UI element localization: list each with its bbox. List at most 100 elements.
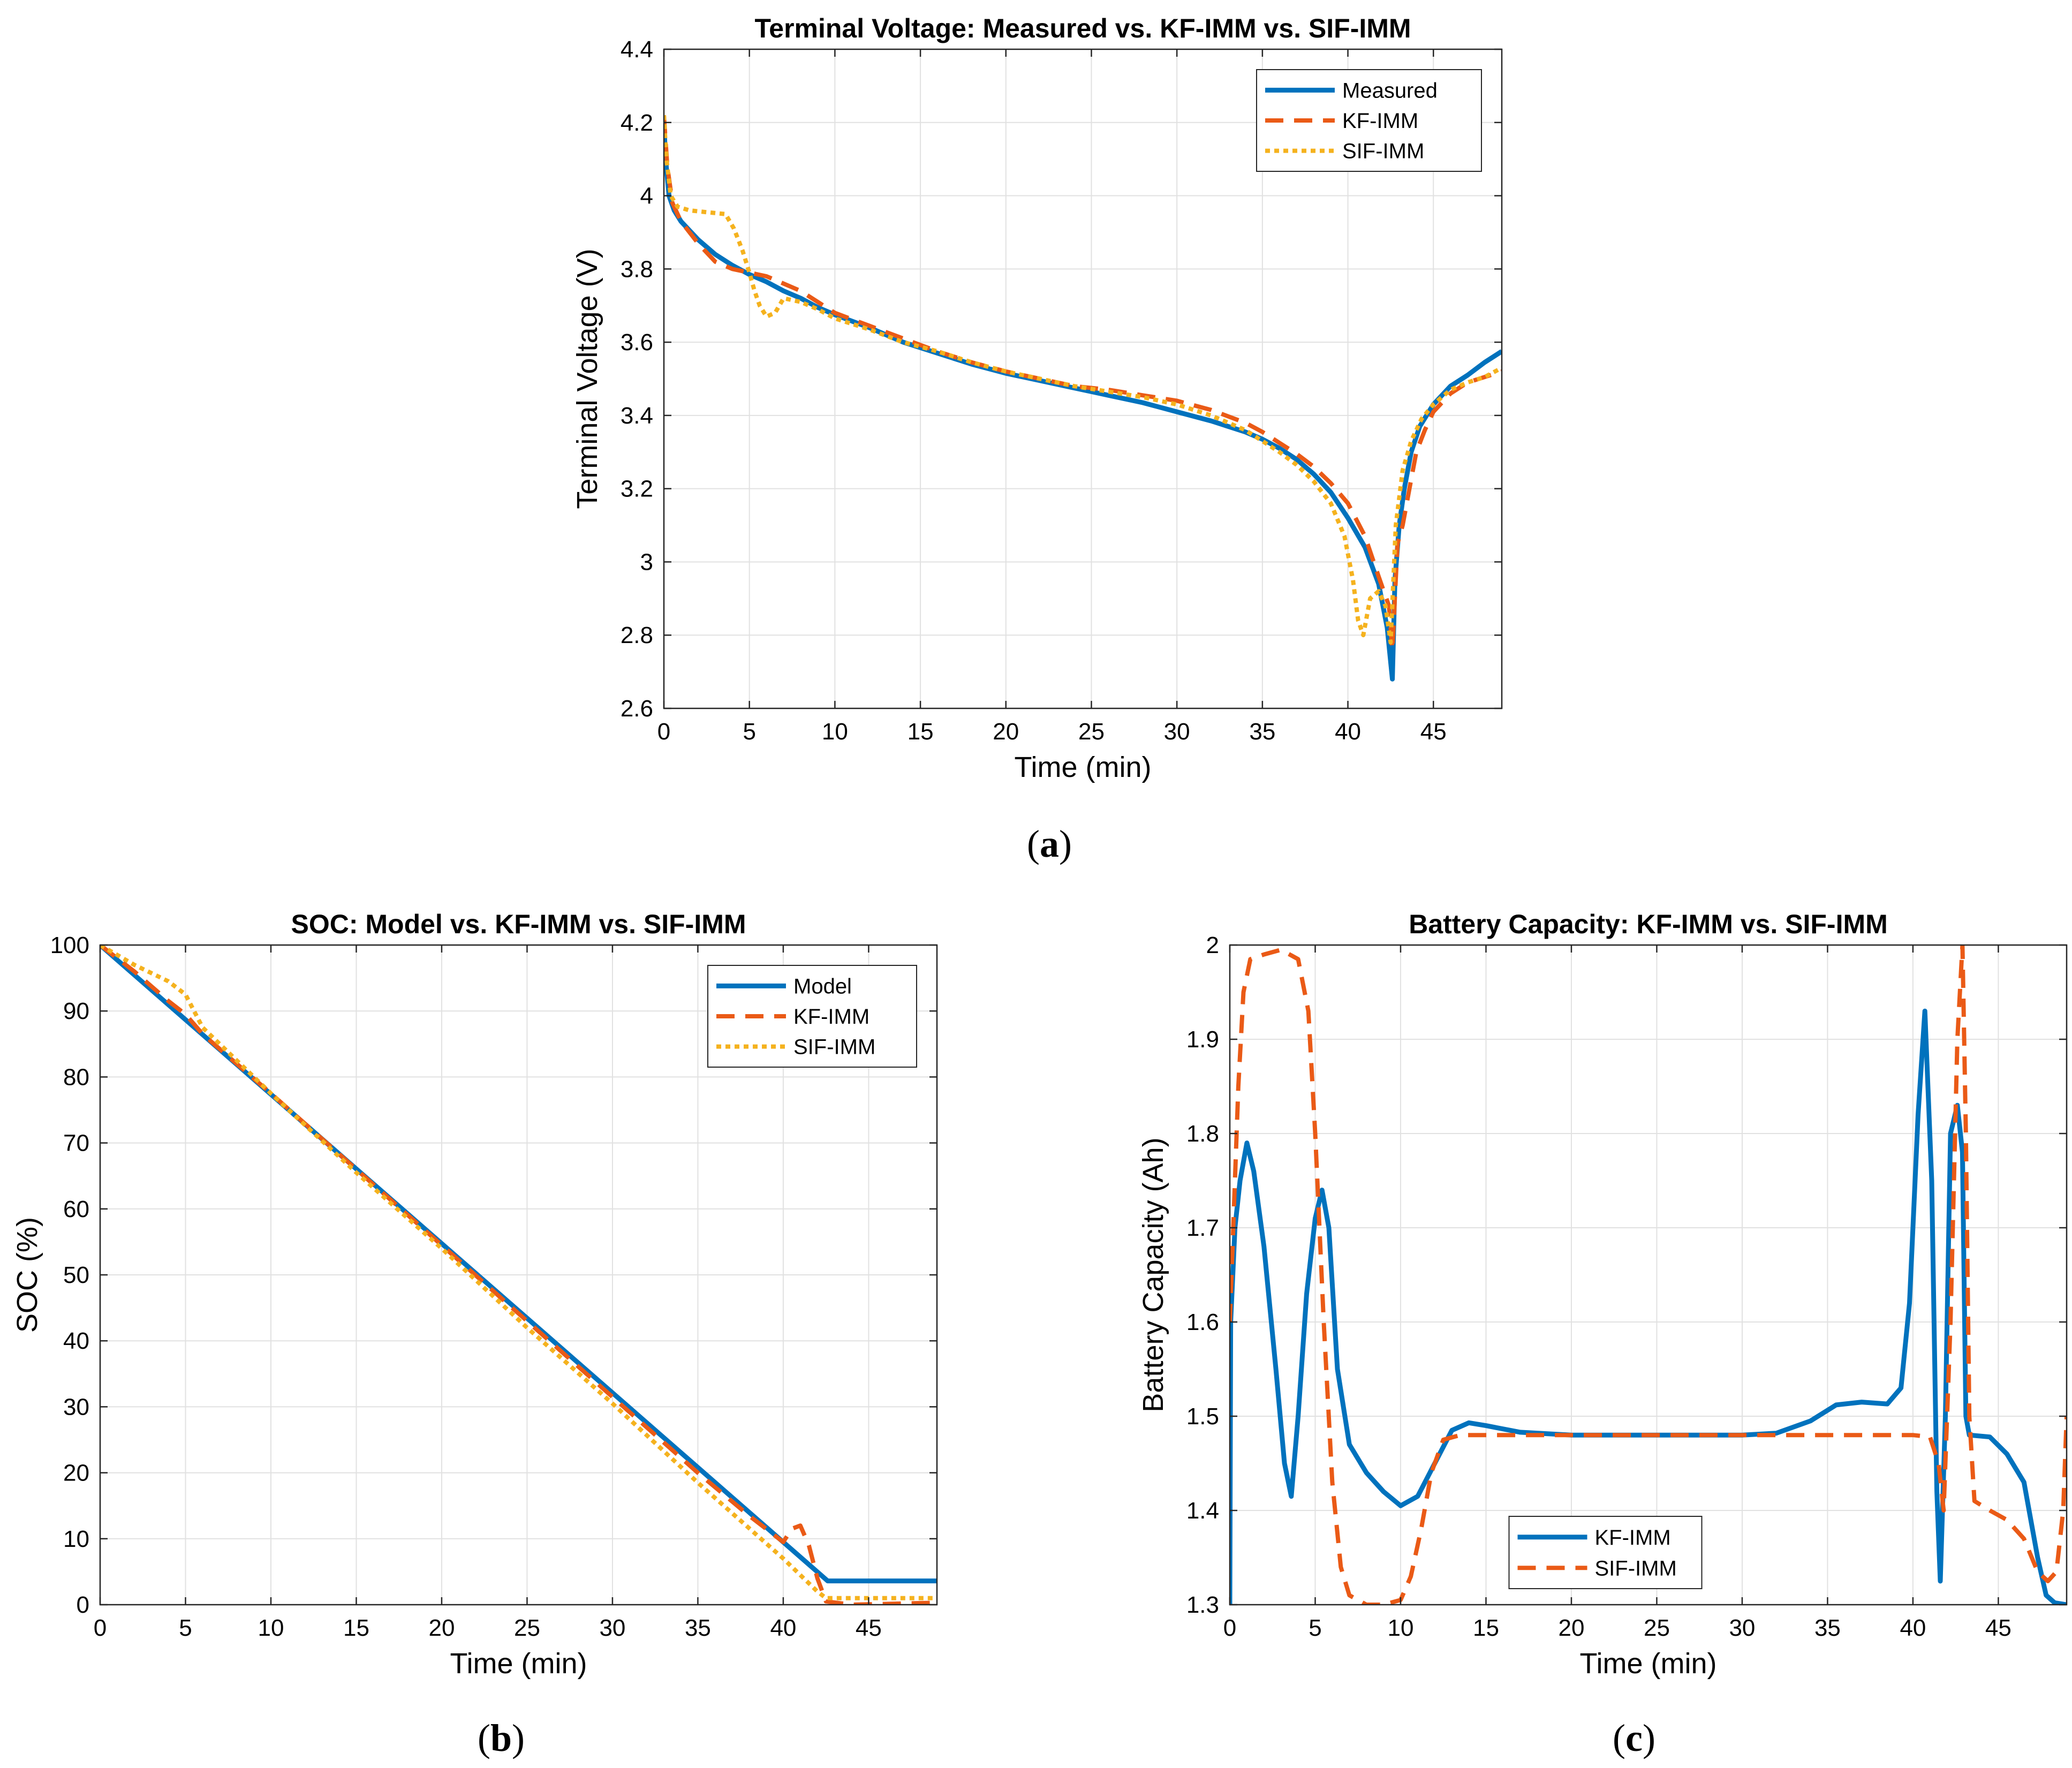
legend-label: Measured — [1342, 79, 1438, 102]
x-tick-label: 40 — [1335, 719, 1361, 745]
y-tick-label: 60 — [63, 1196, 89, 1222]
chart-title: Battery Capacity: KF-IMM vs. SIF-IMM — [1409, 909, 1888, 939]
series-line-kf-imm — [100, 945, 937, 1605]
panel-label-a: (a) — [1027, 822, 1072, 865]
y-axis-label: SOC (%) — [11, 1217, 43, 1333]
panel-label-close: ) — [1643, 1717, 1655, 1759]
x-tick-label: 30 — [1729, 1615, 1755, 1641]
legend-label: Model — [793, 974, 852, 998]
y-tick-label: 0 — [77, 1592, 89, 1618]
panel-label-letter: b — [490, 1717, 512, 1759]
y-tick-label: 4.2 — [621, 110, 653, 136]
terminal-voltage-chart: 0 5 10 15 20 25 30 35 40 45 2.6 2.8 3 3.2 3.4 3.6 3.8 4 4.… — [571, 13, 1503, 783]
y-tick-label: 3.2 — [621, 476, 653, 502]
panel-label-open: ( — [478, 1717, 490, 1759]
x-axis-label: Time (min) — [1580, 1648, 1717, 1680]
y-tick-label: 40 — [63, 1328, 89, 1354]
x-tick-label: 20 — [428, 1615, 455, 1641]
x-tick-label: 35 — [1814, 1615, 1841, 1641]
y-tick-label: 3.6 — [621, 329, 653, 356]
y-tick-label: 1.6 — [1186, 1309, 1219, 1335]
panel-label-c: (c) — [1613, 1717, 1655, 1759]
x-tick-label: 30 — [1164, 719, 1190, 745]
legend-label: SIF-IMM — [1595, 1557, 1677, 1580]
x-tick-label: 20 — [993, 719, 1019, 745]
y-tick-label: 30 — [63, 1394, 89, 1420]
legend: Measured KF-IMM SIF-IMM — [1256, 69, 1482, 172]
x-tick-label: 5 — [1309, 1615, 1321, 1641]
y-tick-label: 3.8 — [621, 256, 653, 282]
y-tick-label: 70 — [63, 1130, 89, 1157]
y-tick-label: 3.4 — [621, 403, 653, 429]
x-tick-label: 15 — [908, 719, 934, 745]
x-tick-label: 30 — [599, 1615, 625, 1641]
panel-label-letter: c — [1625, 1717, 1643, 1759]
x-tick-label: 20 — [1558, 1615, 1584, 1641]
legend-label: SIF-IMM — [1342, 140, 1424, 163]
x-tick-label: 0 — [94, 1615, 107, 1641]
y-tick-label: 2.6 — [621, 696, 653, 722]
x-tick-label: 45 — [1420, 719, 1447, 745]
y-tick-label: 1.3 — [1186, 1592, 1219, 1618]
panel-label-open: ( — [1613, 1717, 1625, 1759]
x-tick-label: 15 — [343, 1615, 369, 1641]
grid-lines — [664, 49, 1502, 708]
x-tick-label: 25 — [1078, 719, 1105, 745]
series-layer — [100, 945, 937, 1605]
series-line-sif-imm — [1230, 945, 2067, 1605]
x-axis-label: Time (min) — [1015, 751, 1152, 783]
y-tick-label: 50 — [63, 1262, 89, 1288]
x-tick-label: 35 — [1249, 719, 1275, 745]
panel-label-close: ) — [512, 1717, 525, 1759]
tick-marks — [663, 48, 1502, 709]
y-tick-label: 10 — [63, 1526, 89, 1552]
x-tick-label: 5 — [743, 719, 755, 745]
panel-label-b: (b) — [478, 1717, 525, 1759]
series-layer — [1230, 945, 2067, 1605]
y-tick-label: 1.8 — [1186, 1121, 1219, 1147]
x-tick-label: 15 — [1473, 1615, 1499, 1641]
y-tick-label: 1.4 — [1186, 1498, 1219, 1524]
x-tick-label: 40 — [1900, 1615, 1926, 1641]
series-layer — [664, 115, 1502, 682]
x-tick-label: 10 — [258, 1615, 284, 1641]
y-tick-label: 4.4 — [621, 36, 653, 63]
legend-label: KF-IMM — [1342, 109, 1418, 133]
legend: Model KF-IMM SIF-IMM — [707, 965, 917, 1068]
y-axis-label: Terminal Voltage (V) — [571, 248, 603, 509]
tick-marks — [1229, 944, 2067, 1606]
legend-label: KF-IMM — [793, 1005, 869, 1029]
chart-title: Terminal Voltage: Measured vs. KF-IMM vs… — [754, 13, 1411, 43]
battery-capacity-chart: 0 5 10 15 20 25 30 35 40 45 1.3 1.4 1.5 1.6 1.7 1.8 1.9 2… — [1137, 909, 2068, 1680]
tick-labels: 0 5 10 15 20 25 30 35 40 45 2.6 2.8 3 3.2 3.4 3.6 3.8 4 4.… — [621, 36, 1447, 745]
y-tick-label: 80 — [63, 1064, 89, 1090]
y-tick-label: 90 — [63, 998, 89, 1024]
y-tick-label: 20 — [63, 1460, 89, 1486]
x-tick-label: 0 — [1223, 1615, 1236, 1641]
series-line-sif-imm — [664, 115, 1502, 645]
x-tick-label: 10 — [822, 719, 848, 745]
axes-frame — [1229, 944, 2068, 1606]
x-tick-label: 10 — [1388, 1615, 1414, 1641]
x-tick-label: 5 — [179, 1615, 192, 1641]
tick-marks — [99, 944, 937, 1606]
chart-title: SOC: Model vs. KF-IMM vs. SIF-IMM — [291, 909, 746, 939]
legend-box — [1508, 1516, 1703, 1589]
panel-label-open: ( — [1027, 822, 1040, 865]
x-tick-label: 25 — [514, 1615, 540, 1641]
x-tick-label: 45 — [1985, 1615, 2011, 1641]
x-tick-label: 40 — [770, 1615, 796, 1641]
series-line-kf-imm — [664, 115, 1502, 652]
y-tick-label: 100 — [50, 932, 89, 958]
panel-label-letter: a — [1040, 822, 1059, 865]
x-tick-label: 45 — [856, 1615, 882, 1641]
y-tick-label: 2 — [1206, 932, 1219, 958]
y-tick-label: 3 — [640, 549, 653, 575]
y-axis-label: Battery Capacity (Ah) — [1137, 1137, 1169, 1412]
legend-label: SIF-IMM — [793, 1036, 875, 1059]
x-tick-label: 25 — [1644, 1615, 1670, 1641]
y-tick-label: 1.7 — [1186, 1215, 1219, 1241]
x-axis-label: Time (min) — [450, 1648, 587, 1680]
